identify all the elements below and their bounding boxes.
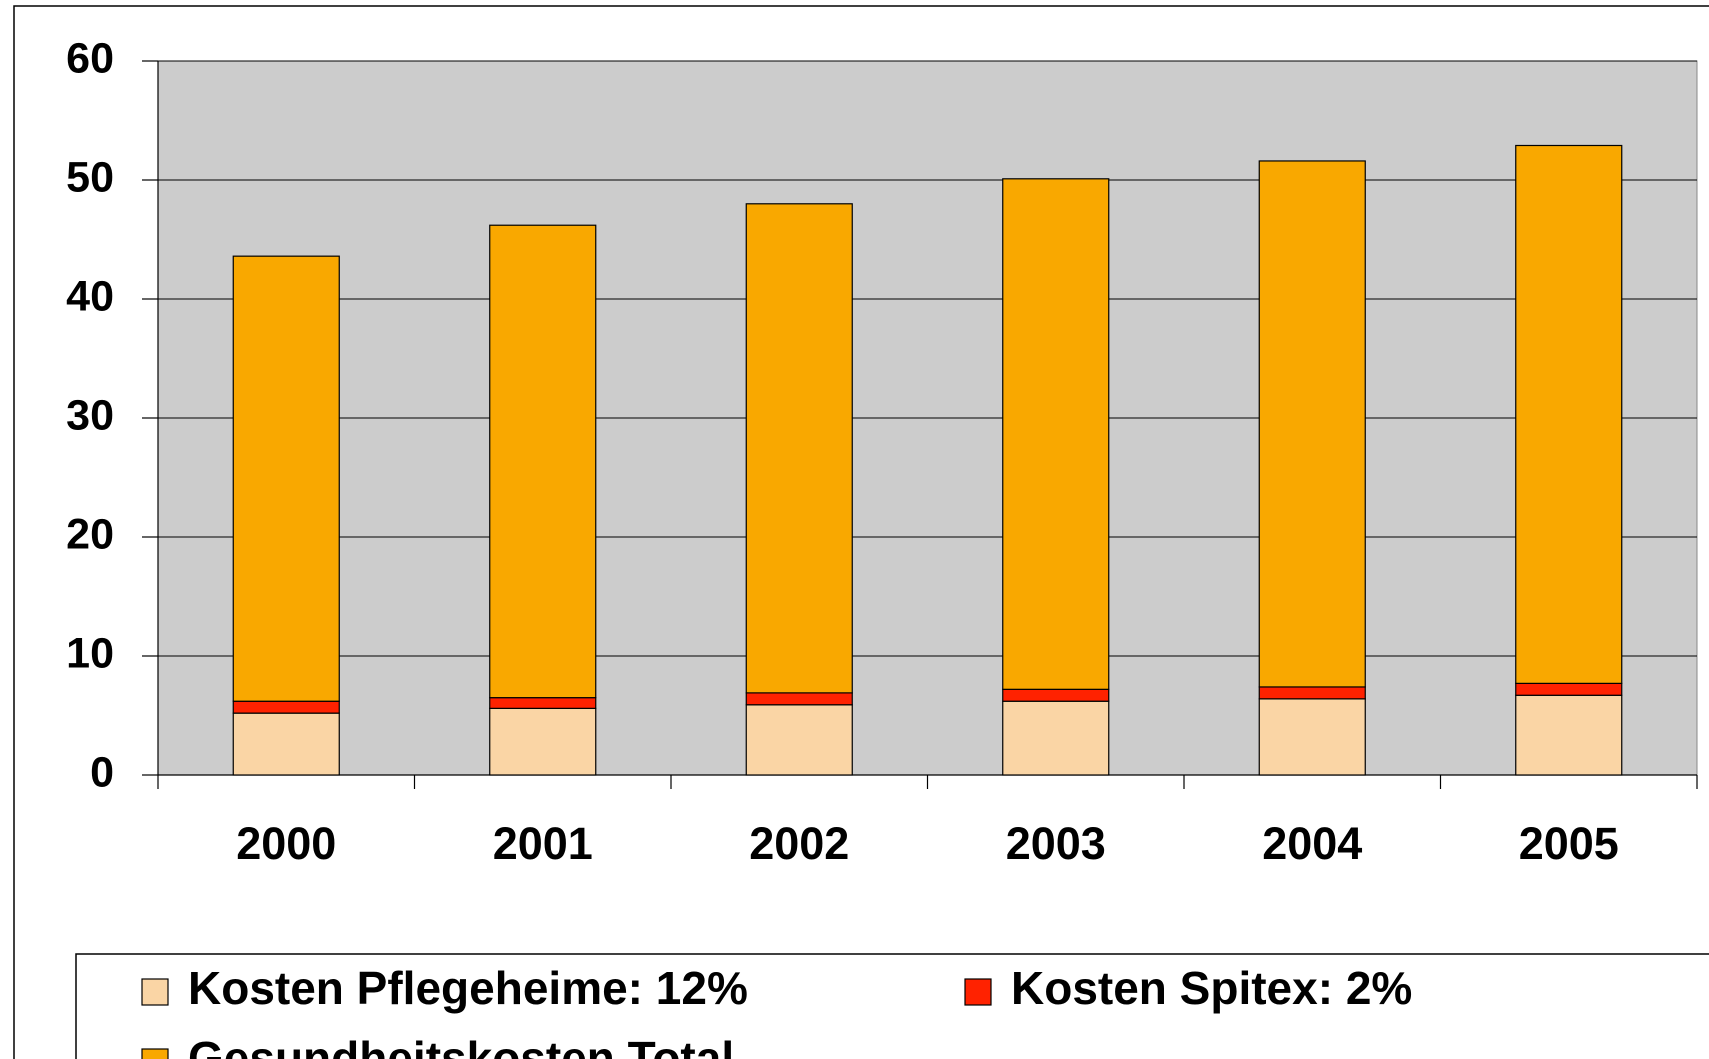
bar-segment bbox=[1258, 160, 1366, 688]
bar-segment bbox=[745, 692, 853, 706]
bar-segment bbox=[1002, 178, 1110, 690]
bar-segment bbox=[1002, 700, 1110, 776]
y-tick-label: 60 bbox=[66, 34, 114, 82]
legend-swatch bbox=[141, 1048, 169, 1059]
y-tick-label: 50 bbox=[66, 153, 114, 201]
legend-box bbox=[75, 953, 1709, 1059]
y-tick-label: 30 bbox=[66, 391, 114, 439]
legend-swatch bbox=[141, 978, 169, 1006]
bar-segment bbox=[232, 712, 340, 776]
bar-segment bbox=[489, 707, 597, 776]
y-tick-label: 40 bbox=[66, 272, 114, 320]
bar-segment bbox=[745, 704, 853, 776]
legend-swatch bbox=[964, 978, 992, 1006]
x-tick-label: 2000 bbox=[236, 818, 336, 869]
bar-segment bbox=[1258, 686, 1366, 700]
bar-segment bbox=[1002, 688, 1110, 702]
bar-segment bbox=[232, 700, 340, 714]
x-tick-label: 2005 bbox=[1519, 818, 1619, 869]
legend-label: Gesundheitskosten Total bbox=[188, 1032, 734, 1059]
legend-label: Kosten Spitex: 2% bbox=[1011, 962, 1412, 1014]
bar-segment bbox=[1515, 144, 1623, 684]
bar-segment bbox=[232, 255, 340, 702]
x-tick-label: 2003 bbox=[1006, 818, 1106, 869]
x-tick-label: 2002 bbox=[749, 818, 849, 869]
bar-segment bbox=[1515, 682, 1623, 696]
x-tick-label: 2004 bbox=[1262, 818, 1362, 869]
bar-segment bbox=[1258, 698, 1366, 776]
bar-segment bbox=[489, 697, 597, 709]
x-tick-label: 2001 bbox=[493, 818, 593, 869]
y-tick-label: 10 bbox=[66, 629, 114, 677]
y-tick-label: 20 bbox=[66, 510, 114, 558]
bar-segment bbox=[1515, 694, 1623, 776]
legend-label: Kosten Pflegeheime: 12% bbox=[188, 962, 748, 1014]
bar-segment bbox=[489, 224, 597, 699]
bar-segment bbox=[745, 203, 853, 694]
y-tick-label: 0 bbox=[90, 748, 114, 796]
